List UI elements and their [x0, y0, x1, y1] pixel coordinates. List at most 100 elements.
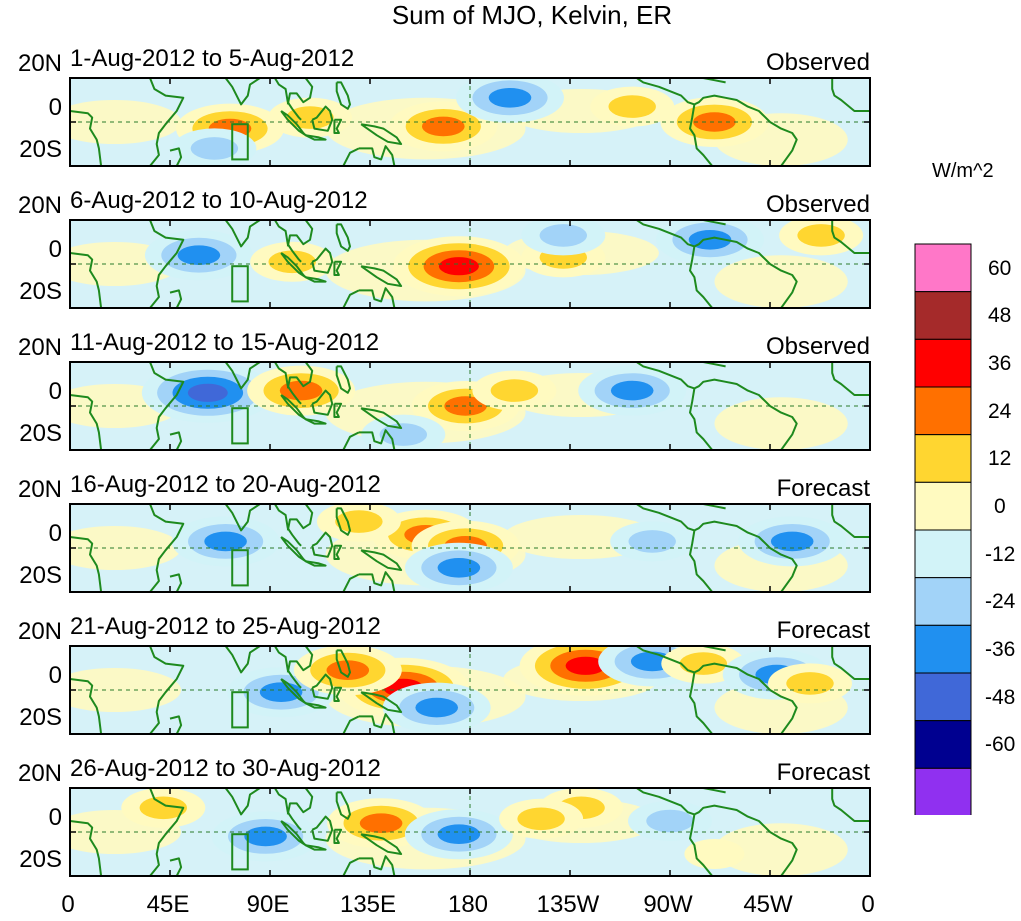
x-tick-label: 135E [339, 891, 397, 918]
anomaly-contour [539, 224, 587, 247]
coastline [636, 78, 798, 166]
coastline [196, 788, 302, 831]
anomaly-contour [490, 379, 539, 402]
coastline [360, 407, 403, 429]
coastline [342, 289, 360, 308]
coastline [149, 788, 185, 876]
colorbar-level-label: 60 [988, 256, 1012, 280]
x-tick-label: 45E [146, 891, 190, 918]
colorbar-level-label: -12 [985, 542, 1016, 566]
weak-anomaly-band [714, 397, 848, 450]
coastline [70, 820, 103, 876]
coastline [196, 78, 302, 121]
panel-kind-label: Observed [765, 333, 870, 360]
colorbar-level-label: -24 [985, 590, 1016, 614]
y-tick-label: 0 [48, 94, 62, 121]
colorbar-swatch [914, 624, 972, 674]
coastline [342, 715, 360, 734]
map-panel: 11-Aug-2012 to 15-Aug-2012 Observed 20N 0 20… [0, 330, 900, 472]
colorbar [914, 243, 972, 815]
coastline [636, 646, 798, 734]
coastline [70, 252, 103, 308]
y-tick-label: 0 [48, 520, 62, 547]
coastline [311, 389, 334, 416]
colorbar-swatch [914, 338, 972, 388]
coastline [305, 702, 327, 709]
anomaly-map [69, 361, 871, 451]
coastline [689, 814, 713, 876]
y-tick-label: 20N [17, 50, 62, 77]
coastline [333, 260, 343, 276]
coastline [358, 571, 396, 592]
coastline [831, 504, 870, 538]
y-tick-label: 0 [48, 378, 62, 405]
anomaly-contour [786, 672, 834, 695]
coastline [342, 431, 360, 450]
anomaly-contour [693, 112, 736, 132]
coastline [333, 544, 343, 560]
anomaly-map [69, 77, 871, 167]
anomaly-map [69, 219, 871, 309]
coastline [333, 686, 343, 702]
anomaly-contour [326, 660, 370, 680]
weak-anomaly-band [714, 255, 848, 308]
coastline [311, 815, 334, 842]
coastline [360, 265, 403, 287]
colorbar-level-label: 24 [988, 399, 1012, 423]
colorbar-level-label: 48 [988, 304, 1012, 328]
reference-box [231, 123, 249, 161]
coastline [311, 247, 334, 274]
coastline [360, 549, 403, 571]
map-panel: 26-Aug-2012 to 30-Aug-2012 Forecast 20N 0 20… [0, 756, 900, 898]
x-tick-label: 135W [536, 891, 600, 918]
coastline [169, 431, 183, 450]
colorbar-level-label: 0 [994, 495, 1006, 518]
y-tick-label: 20S [19, 278, 62, 305]
colorbar-swatch [914, 767, 972, 815]
coastline [335, 791, 351, 820]
anomaly-contour [797, 224, 845, 247]
colorbar-swatch [914, 434, 972, 483]
colorbar-swatch [914, 243, 972, 293]
anomaly-contour [437, 824, 481, 844]
anomaly-contour [190, 137, 239, 160]
anomaly-map [69, 645, 871, 735]
anomaly-contour [279, 380, 323, 401]
y-tick-label: 20S [19, 420, 62, 447]
y-tick-label: 0 [48, 662, 62, 689]
anomaly-contour [139, 796, 187, 820]
weak-anomaly-band [714, 823, 848, 876]
coastline [335, 507, 351, 536]
coastline [286, 78, 314, 105]
coastline [286, 646, 314, 673]
coastline [831, 78, 870, 112]
coastline [169, 289, 183, 308]
panel-kind-label: Forecast [776, 759, 870, 786]
y-tick-label: 0 [48, 804, 62, 831]
y-tick-label: 20N [17, 476, 62, 503]
coastline [831, 362, 870, 396]
coastline [335, 223, 351, 252]
coastline [305, 418, 327, 425]
coastline [333, 118, 343, 134]
coastline [335, 81, 351, 110]
coastline [196, 504, 302, 547]
coastline [700, 362, 726, 368]
colorbar-level-label: -36 [985, 638, 1016, 661]
coastline [358, 713, 396, 734]
coastline [689, 246, 713, 308]
reference-box [231, 691, 249, 729]
coastline [70, 536, 103, 592]
map-panel: 6-Aug-2012 to 10-Aug-2012 Observed 20N 0 20S [0, 188, 900, 330]
y-tick-label: 20N [17, 334, 62, 361]
coastline [700, 78, 726, 84]
coastline [169, 573, 183, 592]
x-tick-label: 45W [743, 891, 793, 918]
coastline [700, 220, 726, 226]
panel-date-range: 26-Aug-2012 to 30-Aug-2012 [70, 755, 381, 782]
anomaly-contour [244, 826, 287, 847]
x-tick-label: 90E [246, 891, 290, 918]
x-tick-label: 90W [643, 891, 693, 918]
coastline [358, 145, 396, 166]
coastline [305, 844, 327, 851]
